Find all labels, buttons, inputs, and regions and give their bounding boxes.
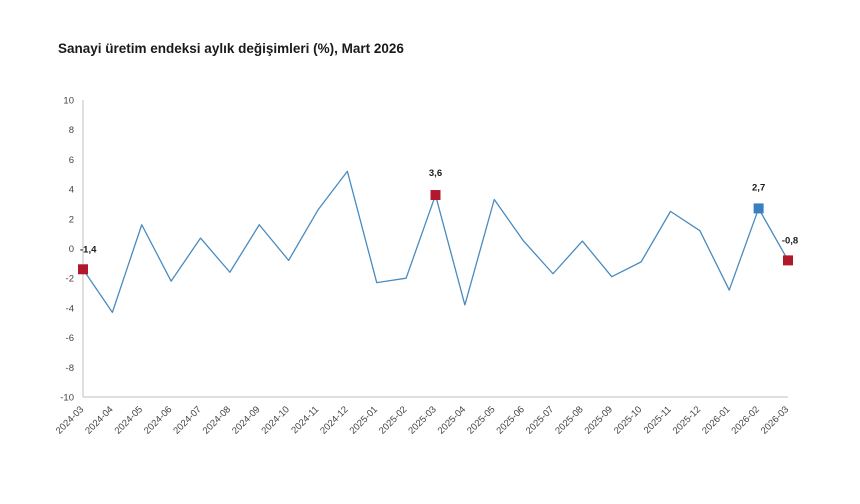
y-tick-label: -6 <box>66 333 74 344</box>
x-tick-label: 2024-04 <box>83 404 115 436</box>
highlight-marker <box>753 203 764 214</box>
x-tick-label: 2025-08 <box>553 404 585 436</box>
y-tick-label: 6 <box>69 155 74 166</box>
data-label: -0,8 <box>782 235 798 246</box>
x-tick-label: 2024-03 <box>54 404 86 436</box>
y-axis: 10 8 6 4 2 0 -2 -4 -6 -8 -10 <box>60 96 84 404</box>
highlight-marker <box>430 190 441 201</box>
y-tick-label: -4 <box>66 303 74 314</box>
highlight-marker <box>783 255 793 266</box>
x-tick-label: 2024-12 <box>318 404 350 436</box>
y-tick-label: 8 <box>69 125 74 136</box>
data-label: 3,6 <box>429 168 442 179</box>
x-tick-label: 2024-06 <box>142 404 174 436</box>
x-tick-label: 2025-03 <box>406 404 438 436</box>
x-tick-label: 2025-01 <box>348 404 380 436</box>
x-tick-label: 2024-09 <box>230 404 262 436</box>
x-tick-label: 2024-07 <box>171 404 203 436</box>
x-tick-label: 2026-02 <box>729 404 761 436</box>
x-axis: 2024-032024-042024-052024-062024-072024-… <box>54 396 791 437</box>
data-label: 2,7 <box>752 182 765 193</box>
x-tick-label: 2024-05 <box>113 404 145 436</box>
x-tick-label: 2026-03 <box>759 404 791 436</box>
y-tick-label: 2 <box>69 214 74 225</box>
x-tick-label: 2025-07 <box>524 404 556 436</box>
x-tick-label: 2025-12 <box>671 404 703 436</box>
x-tick-label: 2024-11 <box>289 404 321 436</box>
data-label: -1,4 <box>80 244 97 255</box>
marker-layer: -1,4 3,6 2,7 -0,8 <box>78 168 798 275</box>
x-tick-label: 2025-11 <box>642 404 674 436</box>
x-tick-label: 2025-04 <box>436 404 468 436</box>
y-tick-label: 4 <box>69 185 74 196</box>
y-tick-label: 10 <box>63 96 74 107</box>
highlight-marker <box>78 264 88 275</box>
x-tick-label: 2025-02 <box>377 404 409 436</box>
x-tick-label: 2024-10 <box>259 404 291 436</box>
y-tick-label: -8 <box>66 363 74 374</box>
x-tick-label: 2025-10 <box>612 404 644 436</box>
x-tick-label: 2026-01 <box>700 404 732 436</box>
y-tick-label: 0 <box>69 244 74 255</box>
x-tick-label: 2025-09 <box>583 404 615 436</box>
x-tick-label: 2025-06 <box>494 404 526 436</box>
y-tick-label: -10 <box>60 393 74 404</box>
y-tick-label: -2 <box>66 274 74 285</box>
chart-title: Sanayi üretim endeksi aylık değişimleri … <box>58 41 404 56</box>
x-tick-label: 2024-08 <box>201 404 233 436</box>
x-tick-label: 2025-05 <box>465 404 497 436</box>
